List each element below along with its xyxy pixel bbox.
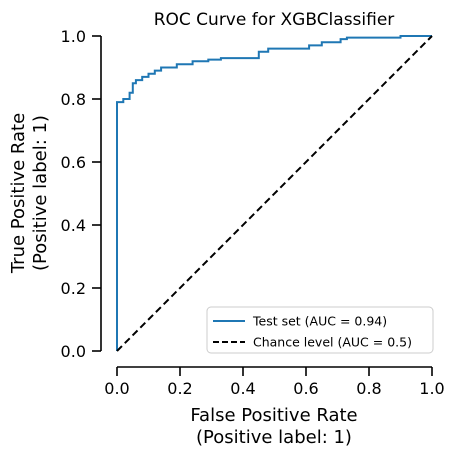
y-axis-subtitle: (Positive label: 1) [30, 115, 51, 271]
y-tick-label: 1.0 [61, 27, 86, 46]
x-tick-label: 1.0 [419, 379, 444, 398]
legend-box [206, 306, 434, 354]
y-tick-label: 0.4 [61, 216, 86, 235]
y-tick-label: 0.6 [61, 153, 86, 172]
x-tick-label: 0.8 [356, 379, 381, 398]
legend-label: Test set (AUC = 0.94) [252, 314, 387, 329]
y-tick-label: 0.0 [61, 342, 86, 361]
y-axis: 0.0 0.2 0.4 0.6 0.8 1.0 [61, 27, 102, 361]
chart-title: ROC Curve for XGBClassifier [154, 10, 395, 30]
plot-area [116, 35, 433, 352]
legend-label: Chance level (AUC = 0.5) [253, 335, 412, 350]
x-axis: 0.0 0.2 0.4 0.6 0.8 1.0 [104, 366, 445, 398]
x-tick-label: 0.6 [293, 379, 318, 398]
roc-curve-line [116, 35, 432, 351]
y-tick-label: 0.2 [61, 279, 86, 298]
x-tick-label: 0.0 [104, 379, 129, 398]
chance-level-line [116, 35, 433, 352]
x-axis-title: False Positive Rate [190, 405, 357, 426]
x-axis-subtitle: (Positive label: 1) [196, 427, 352, 448]
x-tick-label: 0.4 [230, 379, 255, 398]
y-axis-title: True Positive Rate [8, 113, 29, 274]
x-tick-label: 0.2 [167, 379, 192, 398]
legend: Test set (AUC = 0.94) Chance level (AUC =… [206, 306, 434, 354]
y-tick-label: 0.8 [61, 90, 86, 109]
